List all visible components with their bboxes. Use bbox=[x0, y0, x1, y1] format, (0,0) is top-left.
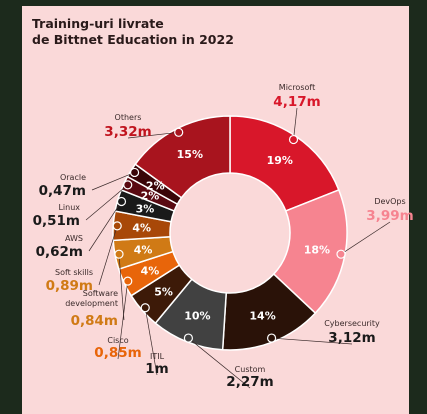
category-label-cybersecurity: Cybersecurity bbox=[324, 319, 380, 328]
category-label-oracle: Oracle bbox=[60, 173, 86, 182]
value-label-soft-skills: 0,89m bbox=[46, 278, 93, 294]
value-label-custom: 2,27m bbox=[226, 374, 273, 390]
marker-dot-software-development bbox=[114, 249, 124, 259]
connector-soft-skills bbox=[98, 225, 118, 286]
percent-label-custom: 10% bbox=[184, 309, 210, 322]
category-label-microsoft: Microsoft bbox=[279, 83, 315, 92]
value-label-cisco: 0,85m bbox=[94, 345, 141, 361]
marker-dot-itil bbox=[140, 303, 150, 313]
marker-dot-linux bbox=[123, 180, 133, 190]
percent-label-itil: 5% bbox=[154, 286, 173, 299]
title-line-2: de Bittnet Education in 2022 bbox=[32, 32, 234, 47]
title-line-1: Training-uri livrate bbox=[32, 16, 164, 31]
connector-microsoft bbox=[293, 107, 298, 140]
percent-label-oracle: 2% bbox=[146, 180, 165, 193]
chart-title: Training-uri livrate de Bittnet Educatio… bbox=[32, 16, 234, 48]
connector-custom bbox=[188, 337, 251, 389]
value-label-linux: 0,51m bbox=[33, 213, 80, 229]
value-label-devops: 3,99m bbox=[366, 208, 413, 224]
percent-label-others: 15% bbox=[177, 148, 203, 161]
connector-software-development bbox=[118, 254, 125, 321]
slice-others bbox=[134, 115, 231, 199]
value-label-software-development: 0,84m bbox=[71, 313, 118, 329]
connector-cisco bbox=[117, 281, 129, 360]
value-label-cybersecurity: 3,12m bbox=[328, 330, 375, 346]
marker-dot-cybersecurity bbox=[266, 333, 277, 343]
percent-label-linux: 2% bbox=[141, 189, 160, 202]
value-label-aws: 0,62m bbox=[36, 244, 83, 260]
category-label-linux: Linux bbox=[58, 203, 80, 212]
marker-dot-soft-skills bbox=[112, 221, 122, 231]
percent-label-cybersecurity: 14% bbox=[249, 309, 275, 322]
marker-dot-microsoft bbox=[288, 134, 299, 145]
category-label-others: Others bbox=[115, 113, 142, 122]
percent-label-microsoft: 19% bbox=[267, 154, 293, 167]
marker-dot-aws bbox=[116, 196, 127, 207]
percent-label-devops: 18% bbox=[304, 244, 330, 257]
percent-label-soft-skills: 4% bbox=[132, 221, 151, 234]
category-label-custom: Custom bbox=[235, 365, 266, 374]
percent-label-software-development: 4% bbox=[134, 244, 153, 257]
category-label-aws: AWS bbox=[65, 234, 83, 243]
connector-aws bbox=[88, 201, 122, 252]
connector-others bbox=[127, 131, 179, 139]
marker-dot-cisco bbox=[123, 276, 133, 286]
connector-linux bbox=[85, 184, 128, 221]
category-label-soft-skills: Soft skills bbox=[55, 268, 93, 277]
percent-label-aws: 3% bbox=[136, 202, 155, 215]
connector-oracle bbox=[91, 172, 135, 191]
category-label-software-development-2: development bbox=[65, 299, 118, 308]
value-label-itil: 1m bbox=[145, 361, 168, 377]
marker-dot-others bbox=[174, 127, 184, 137]
connector-devops bbox=[340, 221, 391, 255]
category-label-devops: DevOps bbox=[374, 197, 405, 206]
marker-dot-oracle bbox=[129, 167, 140, 178]
marker-dot-devops bbox=[336, 249, 346, 259]
value-label-microsoft: 4,17m bbox=[273, 94, 320, 110]
connector-itil bbox=[144, 307, 158, 376]
connector-cybersecurity bbox=[271, 337, 353, 345]
percent-label-cisco: 4% bbox=[141, 265, 160, 278]
value-label-others: 3,32m bbox=[104, 124, 151, 140]
category-label-itil: ITIL bbox=[150, 352, 165, 361]
marker-dot-custom bbox=[183, 333, 194, 343]
value-label-oracle: 0,47m bbox=[39, 183, 86, 199]
category-label-software-development-1: Software bbox=[83, 289, 118, 298]
category-label-cisco: Cisco bbox=[107, 336, 128, 345]
